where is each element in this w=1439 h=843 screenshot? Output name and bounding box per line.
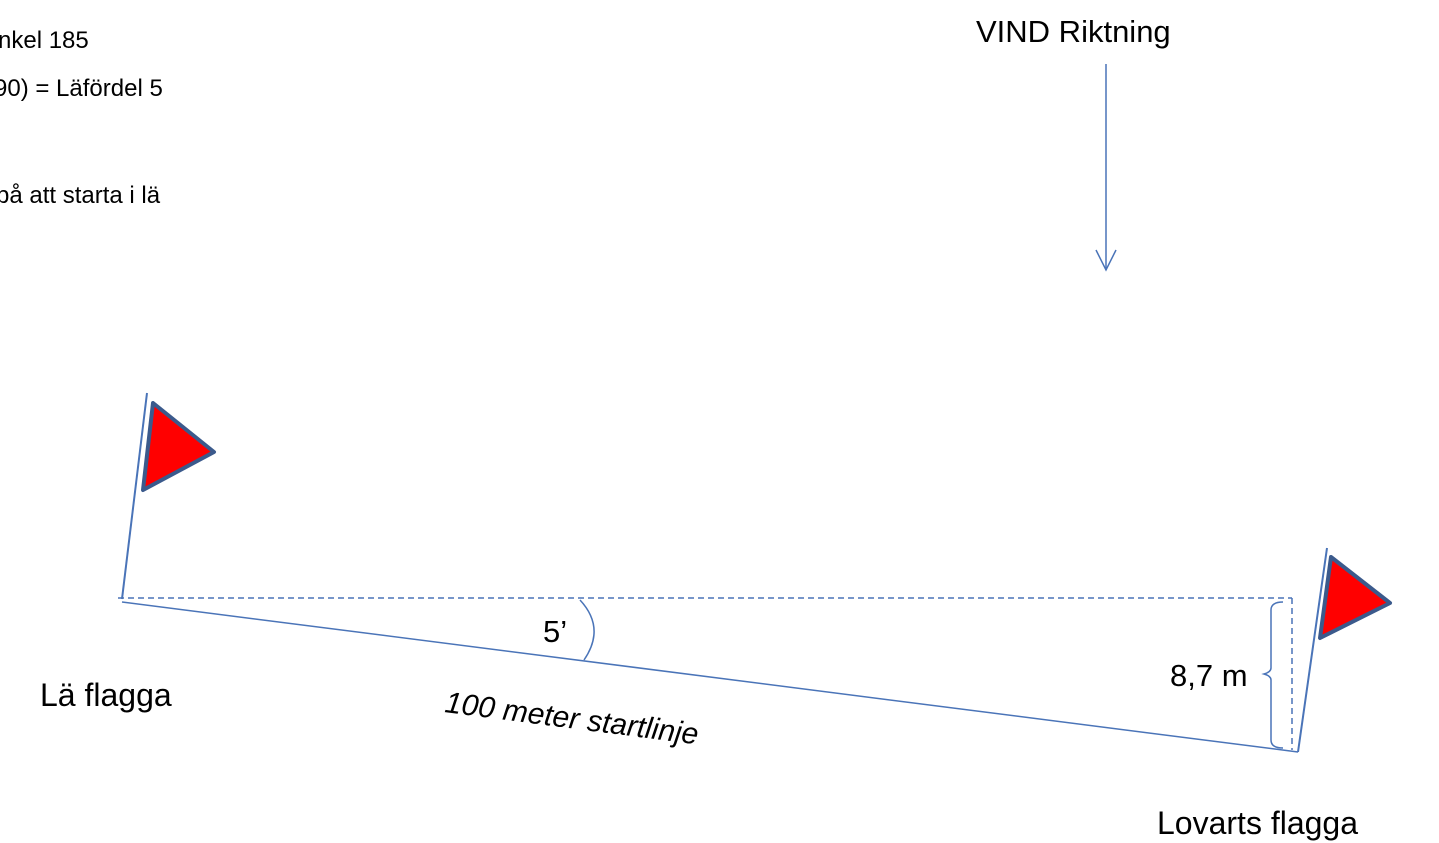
leeward-flag-pole — [121, 392, 148, 600]
angle-label: 5’ — [543, 614, 567, 649]
windward-flag-label: Lovarts flagga — [1157, 805, 1358, 841]
windward-flag — [1297, 547, 1392, 753]
leeward-flag-pennant — [141, 401, 216, 492]
leeward-flag — [121, 392, 216, 600]
note-line-1: nkel 185 — [0, 27, 89, 54]
wind-direction-label: VIND Riktning — [976, 14, 1171, 49]
offset-bracket — [1261, 601, 1284, 749]
note-line-3: på att starta i lä — [0, 182, 161, 209]
windward-flag-pole — [1297, 547, 1328, 753]
leeward-flag-label: Lä flagga — [40, 677, 172, 713]
offset-label: 8,7 m — [1170, 658, 1248, 693]
wind-arrow — [1095, 64, 1117, 272]
start-line-label: 100 meter startlinje — [443, 686, 700, 751]
start-line — [121, 601, 1299, 753]
angle-arc — [579, 599, 595, 661]
windward-flag-pennant — [1318, 555, 1392, 640]
note-line-2: 90) = Läfördel 5 — [0, 75, 163, 102]
